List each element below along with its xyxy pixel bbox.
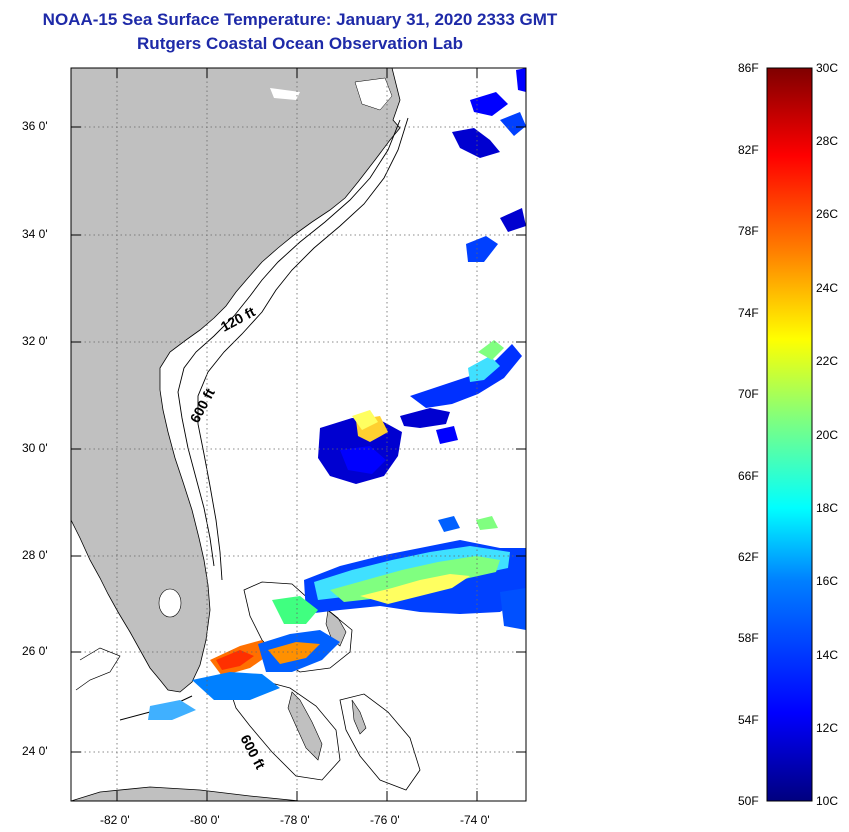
map-frame	[70, 67, 527, 802]
colorbar-c-label: 18C	[816, 501, 839, 515]
land-bahamas-eleuthera	[351, 699, 367, 735]
colorbar-f-label: 78F	[738, 224, 759, 238]
lat-label: 34 0'	[22, 227, 48, 241]
colorbar-c-label: 26C	[816, 207, 839, 221]
lon-label: -82 0'	[100, 813, 130, 827]
land-us-mainland	[71, 68, 401, 693]
lat-label: 30 0'	[22, 441, 48, 455]
land-bahamas-andros	[287, 691, 323, 761]
colorbar-c-label: 14C	[816, 648, 839, 662]
lat-label: 32 0'	[22, 334, 48, 348]
isobath-bahamas-3	[339, 693, 421, 791]
map-title: NOAA-15 Sea Surface Temperature: January…	[42, 10, 558, 29]
colorbar-f-label: 66F	[738, 469, 759, 483]
colorbar-f-label: 62F	[738, 550, 759, 564]
colorbar-c-label: 10C	[816, 794, 839, 808]
colorbar-f-label: 54F	[738, 713, 759, 727]
colorbar-c-label: 30C	[816, 61, 839, 75]
axis-ticks	[71, 68, 526, 801]
colorbar-c-label: 20C	[816, 428, 839, 442]
pamlico-sound	[354, 77, 393, 111]
colorbar-c-label: 12C	[816, 721, 839, 735]
colorbar	[766, 67, 813, 802]
colorbar-f-label: 86F	[738, 61, 759, 75]
isobath-bahamas-2	[229, 679, 341, 781]
colorbar-f-label: 50F	[738, 794, 759, 808]
lon-label: -78 0'	[280, 813, 310, 827]
colorbar-c-label: 16C	[816, 574, 839, 588]
colorbar-f-label: 58F	[738, 631, 759, 645]
colorbar-c-label: 22C	[816, 354, 839, 368]
colorbar-f-label: 82F	[738, 143, 759, 157]
lat-label: 28 0'	[22, 548, 48, 562]
lon-label: -74 0'	[460, 813, 490, 827]
albemarle-sound	[270, 88, 300, 100]
colorbar-f-label: 70F	[738, 387, 759, 401]
isobath-120ft	[177, 119, 401, 567]
graticule	[71, 68, 526, 801]
colorbar-f-label: 74F	[738, 306, 759, 320]
lat-label: 24 0'	[22, 744, 48, 758]
isobath-600ft	[197, 117, 409, 581]
lat-label: 36 0'	[22, 119, 48, 133]
lat-label: 26 0'	[22, 644, 48, 658]
isobath-cuba	[75, 647, 121, 691]
lon-label: -80 0'	[190, 813, 220, 827]
lake-okeechobee	[158, 588, 182, 618]
map-subtitle: Rutgers Coastal Ocean Observation Lab	[137, 34, 463, 53]
colorbar-c-label: 28C	[816, 134, 839, 148]
colorbar-c-label: 24C	[816, 281, 839, 295]
sst-overlay	[148, 68, 526, 720]
land-cuba	[71, 786, 301, 801]
lon-label: -76 0'	[370, 813, 400, 827]
